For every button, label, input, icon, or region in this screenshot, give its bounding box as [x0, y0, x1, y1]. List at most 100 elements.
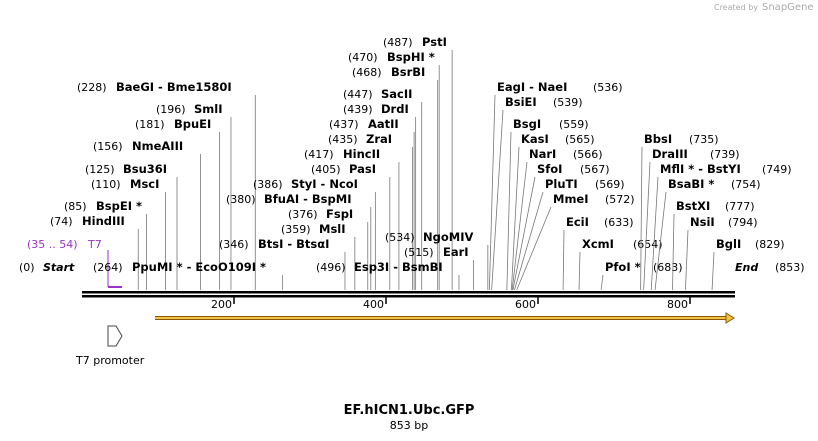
enzyme-name: NarI [529, 147, 556, 161]
enzyme-name: KasI [521, 132, 549, 146]
feature-arrow [725, 312, 735, 324]
ruler-label: 600 [515, 298, 536, 311]
enzyme-name: AatII [368, 117, 399, 131]
enzyme-name: HindIII [82, 214, 125, 228]
site-position: (572) [605, 193, 635, 206]
site-position: (437) [329, 118, 359, 131]
enzyme-name: SacII [381, 87, 412, 101]
enzyme-name: EarI [443, 245, 469, 259]
end-label: End [735, 261, 758, 274]
site-position: (567) [580, 163, 610, 176]
primer-site: (35 .. 54) [27, 238, 78, 251]
leader-line [488, 94, 496, 291]
site-position: (749) [762, 163, 792, 176]
enzyme-name: SfoI [537, 162, 562, 176]
enzyme-name: MslI [319, 222, 346, 236]
site-position: (735) [689, 133, 719, 146]
site-position: (754) [731, 178, 761, 191]
leader-line [654, 191, 667, 291]
enzyme-name: BsaBI * [668, 177, 714, 191]
enzyme-name: PasI [349, 162, 376, 176]
site-position: (569) [595, 178, 625, 191]
watermark-brand: SnapGene [762, 2, 814, 13]
site-position: (386) [253, 178, 283, 191]
site-position: (487) [383, 36, 413, 49]
site-position: (829) [755, 238, 785, 251]
watermark-prefix: Created by [714, 3, 758, 12]
leader-line [512, 176, 536, 291]
site-position: (794) [728, 216, 758, 229]
enzyme-name: BfuAI - BspMI [264, 192, 351, 206]
sequence-line [82, 291, 735, 294]
enzyme-name: BbsI [644, 132, 672, 146]
enzyme-name: BaeGI - Bme1580I [116, 80, 232, 94]
site-position: (110) [91, 178, 121, 191]
site-position: (85) [64, 200, 87, 213]
enzyme-name: MscI [130, 177, 159, 191]
enzyme-name: BspEI * [96, 199, 142, 213]
leader-line [640, 146, 643, 291]
leader-line [650, 176, 659, 291]
leader-line [511, 146, 520, 291]
site-position: (196) [156, 103, 186, 116]
ruler-label: 400 [363, 298, 384, 311]
site-position: (74) [50, 215, 73, 228]
site-position: (228) [77, 81, 107, 94]
site-position: (264) [93, 261, 123, 274]
site-position: (559) [559, 118, 589, 131]
enzyme-name: PluTI [545, 177, 578, 191]
enzyme-name: SmlI [194, 102, 223, 116]
leader-line [672, 213, 675, 291]
leader-line [643, 161, 651, 291]
site-position: (534) [385, 231, 415, 244]
site-position: (566) [573, 148, 603, 161]
leader-line [514, 191, 544, 291]
site-position: (125) [85, 163, 115, 176]
site-position: (417) [304, 148, 334, 161]
leader-line [685, 229, 689, 291]
enzyme-name: EciI [566, 215, 589, 229]
promoter-arrow [107, 325, 123, 347]
leader-line [506, 131, 512, 291]
site-position: (439) [343, 103, 373, 116]
site-position: (496) [316, 261, 346, 274]
title: EF.hICN1.Ubc.GFP [344, 403, 475, 418]
enzyme-name: HincII [343, 147, 380, 161]
leader-line [511, 161, 528, 291]
site-position: (468) [352, 66, 382, 79]
site-position: (536) [593, 81, 623, 94]
enzyme-name: EagI - NaeI [497, 80, 567, 94]
leader-line [711, 251, 715, 291]
site-position: (565) [565, 133, 595, 146]
site-position: (515) [404, 246, 434, 259]
site-position: (539) [553, 96, 583, 109]
enzyme-name: Bsu36I [123, 162, 167, 176]
enzyme-name: ZraI [366, 132, 392, 146]
site-position: (633) [604, 216, 634, 229]
enzyme-name: NmeAIII [132, 139, 183, 153]
site-position: (359) [281, 223, 311, 236]
site-position: (777) [725, 200, 755, 213]
enzyme-name: BspHI * [387, 50, 435, 64]
site-position: (156) [93, 140, 123, 153]
end-site: (853) [775, 261, 805, 274]
leader-line [578, 251, 581, 291]
feature-label: T7 promoter [75, 354, 145, 367]
enzyme-name: PstI [422, 35, 447, 49]
enzyme-name: BglI [716, 237, 741, 251]
site-position: (470) [348, 51, 378, 64]
leader-line [562, 229, 565, 291]
site-position: (447) [343, 88, 373, 101]
start-label: Start [43, 261, 75, 274]
enzyme-name: StyI - NcoI [291, 177, 358, 191]
site-position: (683) [653, 261, 683, 274]
site-position: (181) [135, 118, 165, 131]
enzyme-name: NgoMIV [423, 230, 473, 244]
enzyme-name: BstXI [676, 199, 710, 213]
site-position: (654) [633, 238, 663, 251]
enzyme-name: NsiI [690, 215, 715, 229]
site-position: (376) [288, 208, 318, 221]
enzyme-name: MmeI [553, 192, 589, 206]
enzyme-name: Esp3I - BsmBI [354, 260, 443, 274]
enzyme-name: PfoI * [605, 260, 641, 274]
